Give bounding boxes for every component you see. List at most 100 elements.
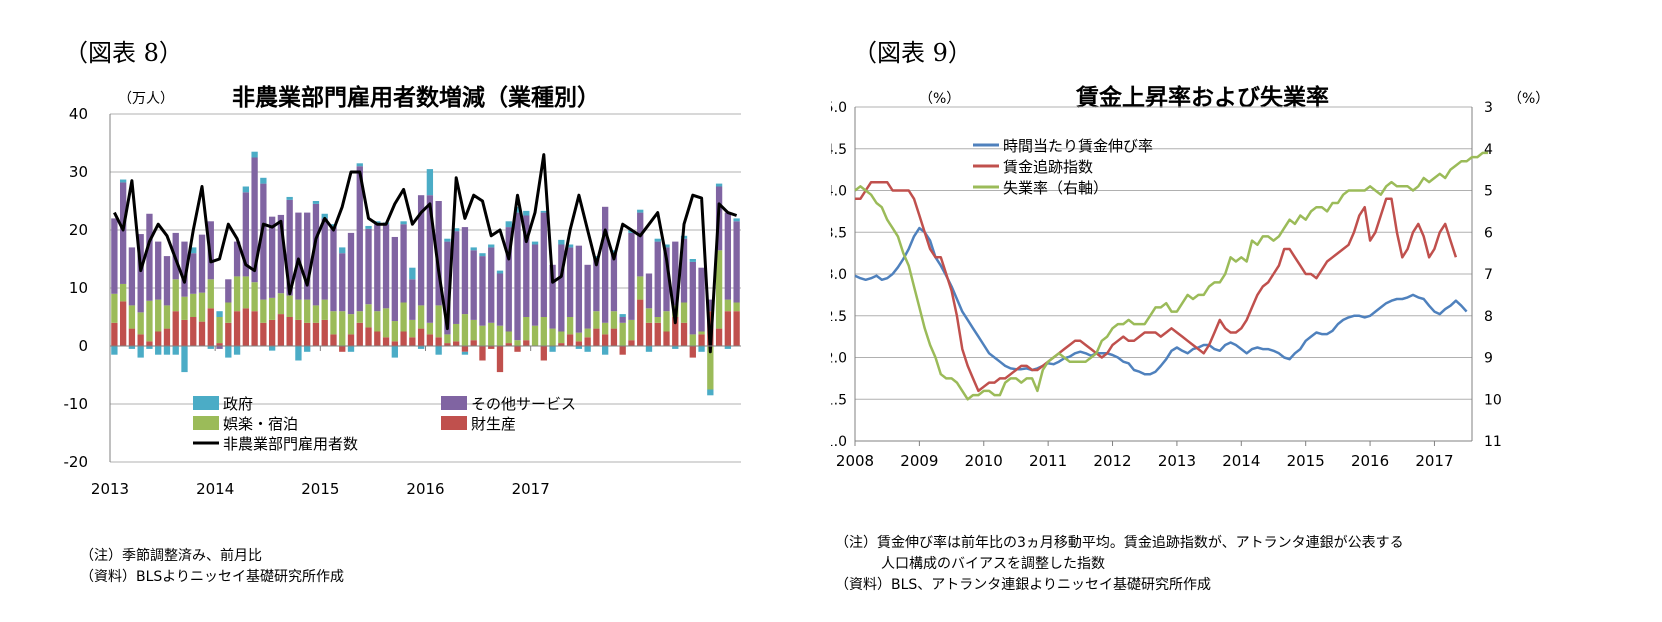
bar-other-services <box>724 212 732 300</box>
legend-label: 非農業部門雇用者数 <box>223 435 358 453</box>
bar-leisure <box>417 305 425 329</box>
bar-other-services <box>128 247 136 306</box>
x-tick-label: 2014 <box>196 480 234 498</box>
bar-goods <box>715 328 723 346</box>
bar-government <box>268 346 276 351</box>
bar-other-services <box>540 212 547 317</box>
bar-goods <box>181 319 188 346</box>
note-line-1: （注）賃金伸び率は前年比の3ヵ月移動平均。賃金追跡指数が、アトランタ連銀が公表す… <box>835 535 1404 551</box>
bar-goods <box>382 337 390 346</box>
bar-leisure <box>523 317 530 341</box>
bar-leisure <box>496 325 504 346</box>
bar-other-services <box>479 256 486 326</box>
bar-leisure <box>207 279 214 309</box>
bar-government <box>304 346 311 352</box>
bar-leisure <box>251 282 258 312</box>
x-tick-label: 2017 <box>1415 452 1453 470</box>
bar-government <box>190 247 197 254</box>
bar-goods <box>409 337 416 346</box>
legend-swatch-goods <box>441 416 467 430</box>
bar-government <box>435 346 442 355</box>
bar-goods <box>374 331 381 346</box>
bar-other-services <box>488 247 495 323</box>
bar-goods <box>514 346 521 352</box>
x-tick-label: 2017 <box>512 480 550 498</box>
bar-government <box>488 244 495 248</box>
chart-title: 非農業部門雇用者数増減（業種別） <box>232 85 600 111</box>
bar-goods <box>444 343 451 346</box>
line-unemployment <box>854 151 1489 401</box>
y-left-tick-label: 4.5 <box>831 142 847 158</box>
bar-other-services <box>242 192 249 277</box>
chart-panel-8: （図表 8） （万人） 非農業部門雇用者数増減（業種別） -20 -10 0 10 20… <box>64 39 741 585</box>
bar-other-services <box>286 199 293 296</box>
bar-goods <box>137 334 144 346</box>
bar-government <box>391 346 398 358</box>
bar-leisure <box>286 295 293 317</box>
x-tick-label: 2011 <box>1029 452 1067 470</box>
unit-label-left: （%） <box>919 91 961 107</box>
bar-goods <box>602 334 609 346</box>
bar-government <box>531 241 539 245</box>
y-right-tick-label: 3 <box>1484 100 1493 116</box>
unit-label: （万人） <box>118 91 174 107</box>
bar-government <box>426 169 434 196</box>
bar-leisure <box>698 331 705 335</box>
bar-government <box>128 346 136 349</box>
bar-goods <box>619 346 626 355</box>
bar-government <box>312 201 320 204</box>
bar-goods <box>505 343 512 346</box>
legend-label: 娯楽・宿泊 <box>223 415 298 433</box>
bar-government <box>479 253 486 257</box>
bar-leisure <box>654 317 661 323</box>
bar-leisure <box>645 308 653 323</box>
y-tick-label: 30 <box>69 163 88 181</box>
bar-government <box>400 221 407 225</box>
bar-leisure <box>435 305 442 338</box>
bar-government <box>339 247 346 254</box>
bar-leisure <box>365 304 372 328</box>
bar-leisure <box>330 311 337 335</box>
bar-other-services <box>496 273 504 326</box>
bar-government <box>663 244 670 248</box>
y-right-tick-label: 11 <box>1484 434 1502 450</box>
bar-goods <box>172 311 179 346</box>
bar-leisure <box>575 332 583 342</box>
bar-leisure <box>707 346 714 390</box>
bar-leisure <box>321 299 328 320</box>
bar-leisure <box>733 302 740 312</box>
y-right-tick-label: 6 <box>1484 225 1493 241</box>
bar-other-services <box>470 250 477 320</box>
bar-government <box>461 351 469 355</box>
bar-government <box>540 210 547 213</box>
bar-goods <box>435 337 442 346</box>
y-right-tick-label: 9 <box>1484 351 1493 367</box>
bar-government <box>715 183 723 187</box>
bar-leisure <box>715 250 723 329</box>
bar-goods <box>128 328 136 346</box>
bar-leisure <box>488 322 495 346</box>
bar-other-services <box>321 218 328 300</box>
bar-goods <box>286 317 293 346</box>
bar-leisure <box>470 319 477 341</box>
y-right-tick-label: 5 <box>1484 184 1493 200</box>
y-left-tick-label: 3.0 <box>831 267 847 283</box>
y-right-tick-label: 10 <box>1484 392 1502 408</box>
bar-other-services <box>637 212 644 277</box>
bar-government <box>225 346 232 358</box>
bar-other-services <box>356 166 363 312</box>
bar-leisure <box>216 317 223 344</box>
bar-leisure <box>128 305 136 329</box>
bar-goods <box>233 311 241 346</box>
bar-government <box>321 213 328 219</box>
bar-other-services <box>312 203 320 306</box>
bar-goods <box>628 340 635 346</box>
legend-label: 政府 <box>223 395 253 413</box>
bar-other-services <box>198 234 206 293</box>
bar-leisure <box>277 293 285 315</box>
bar-goods <box>268 319 276 346</box>
bar-other-services <box>645 273 653 309</box>
bar-goods <box>698 334 705 346</box>
bar-other-services <box>391 236 398 322</box>
bar-goods <box>654 322 661 346</box>
